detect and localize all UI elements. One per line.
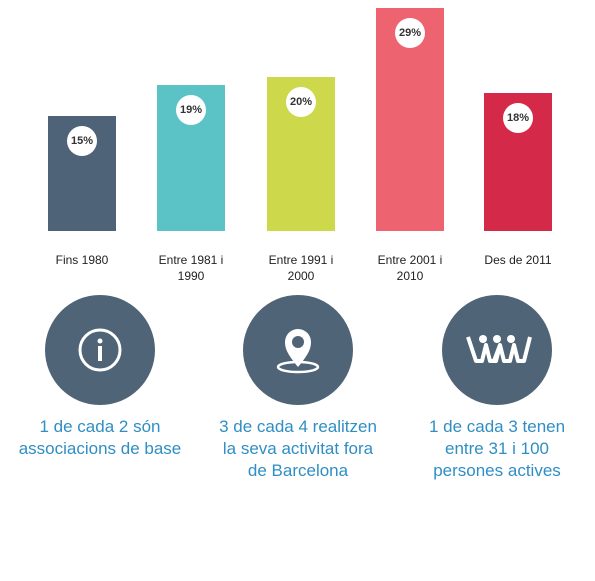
stat-text: 1 de cada 3 tenen entre 31 i 100 persone… <box>428 417 566 480</box>
x-tick-label: Entre 1991 i 2000 <box>268 253 334 283</box>
value-label: 19% <box>176 94 206 125</box>
value-label: 15% <box>67 125 97 156</box>
info-icon <box>45 295 155 405</box>
x-tick-label: Entre 1981 i 1990 <box>158 253 224 283</box>
x-tick-label: Entre 2001 i 2010 <box>377 253 443 283</box>
value-label: 20% <box>286 87 316 118</box>
value-label: 29% <box>395 17 425 48</box>
people-icon <box>442 295 552 405</box>
x-tick-label: Des de 2011 <box>484 253 552 267</box>
stat-text: 3 de cada 4 realitzen la seva activitat … <box>219 417 377 480</box>
x-tick-label: Fins 1980 <box>55 253 109 267</box>
stat-text: 1 de cada 2 són associacions de base <box>18 417 182 458</box>
location-icon <box>243 295 353 405</box>
value-label: 18% <box>503 102 533 133</box>
